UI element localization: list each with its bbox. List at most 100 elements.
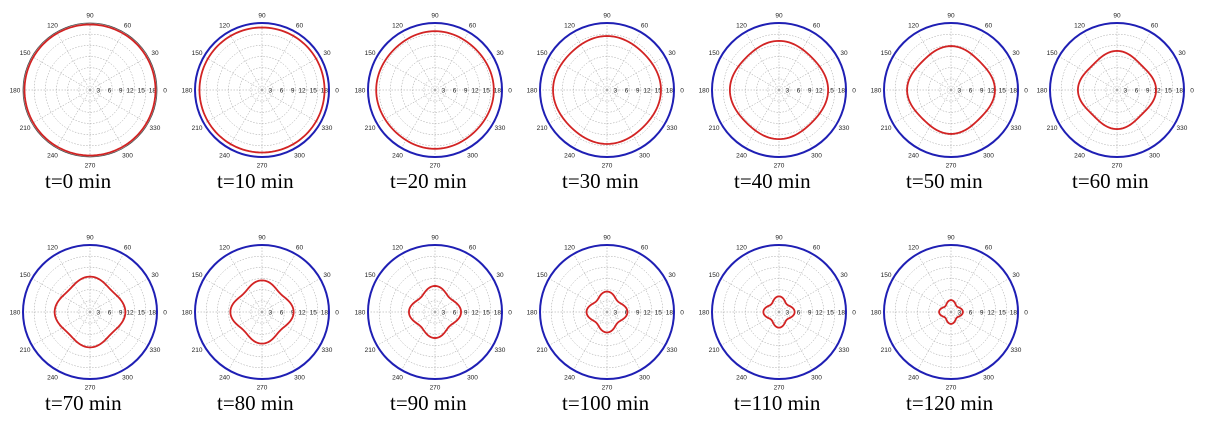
grid-spoke (917, 253, 952, 313)
grid-spoke (89, 31, 124, 91)
angle-tick-label: 240 (392, 374, 403, 381)
angle-tick-label: 30 (323, 272, 331, 279)
radius-tick-label: 15 (310, 309, 318, 316)
grid-spoke (606, 31, 641, 91)
grid-circle (939, 78, 963, 102)
angle-tick-label: 240 (564, 152, 575, 159)
angle-tick-label: 180 (182, 309, 193, 316)
grid-spoke (56, 89, 91, 149)
grid-spoke (1083, 31, 1118, 91)
grid-spoke (434, 311, 469, 371)
angle-tick-label: 120 (736, 244, 747, 251)
angle-tick-label: 180 (10, 87, 21, 94)
polar-panel-12: 0 30 60 90 120 150 180 210 240 270 300 330 3 6 9 12 15 18… (871, 234, 1029, 415)
angle-tick-label: 180 (1037, 87, 1048, 94)
grid-circle (217, 267, 307, 357)
outer-boundary-circle (1049, 22, 1185, 158)
grid-spoke (31, 56, 91, 91)
angle-tick-label: 90 (431, 234, 439, 241)
radius-tick-label: 3 (786, 87, 790, 94)
angle-tick-label: 90 (86, 234, 94, 241)
grid-circle (423, 300, 447, 324)
angle-tick-label: 90 (258, 12, 266, 19)
grid-spoke (606, 89, 666, 124)
grid-circle (1060, 33, 1174, 147)
outer-boundary-circle (883, 244, 1019, 380)
angle-tick-label: 270 (946, 384, 957, 391)
angle-tick-label: 0 (852, 309, 856, 316)
radius-tick-label: 3 (614, 309, 618, 316)
outer-boundary-circle (711, 244, 847, 380)
grid-circle (78, 78, 102, 102)
grid-spoke (950, 89, 1010, 124)
angle-tick-label: 0 (508, 87, 512, 94)
radius-tick-label: 15 (483, 309, 491, 316)
angle-tick-label: 150 (709, 272, 720, 279)
polar-panel-0: 0 30 60 90 120 150 180 210 240 270 300 330 3 6 9 12 15 18… (10, 12, 168, 193)
grid-circle (894, 255, 1008, 369)
angle-tick-label: 300 (122, 152, 133, 159)
inner-front-curve (408, 285, 462, 339)
grid-spoke (606, 56, 666, 91)
grid-spoke (892, 311, 952, 346)
grid-spoke (401, 311, 436, 371)
angle-tick-label: 60 (641, 244, 649, 251)
angle-tick-label: 0 (335, 87, 339, 94)
grid-circle (562, 267, 652, 357)
angle-tick-label: 120 (1074, 22, 1085, 29)
grid-circle (550, 33, 664, 147)
radius-tick-label: 3 (269, 309, 273, 316)
polar-panel-9: 0 30 60 90 120 150 180 210 240 270 300 330 3 6 9 12 15 18… (355, 234, 513, 415)
angle-tick-label: 240 (392, 152, 403, 159)
grid-spoke (261, 31, 296, 91)
grid-spoke (950, 89, 985, 149)
angle-tick-label: 0 (852, 87, 856, 94)
angle-tick-label: 60 (469, 22, 477, 29)
angle-tick-label: 60 (296, 22, 304, 29)
angle-tick-label: 330 (1011, 125, 1022, 132)
angle-tick-label: 300 (639, 374, 650, 381)
angle-tick-label: 120 (392, 22, 403, 29)
origin-dot (950, 89, 952, 91)
grid-spoke (1116, 89, 1151, 149)
angle-tick-label: 300 (811, 374, 822, 381)
angle-tick-label: 270 (85, 162, 96, 169)
angle-tick-label: 210 (20, 347, 31, 354)
radius-tick-label: 6 (797, 87, 801, 94)
grid-spoke (950, 56, 1010, 91)
radius-tick-label: 12 (298, 87, 306, 94)
grid-spoke (434, 89, 469, 149)
grid-circle (390, 45, 480, 135)
grid-spoke (31, 311, 91, 346)
outer-boundary-circle (539, 244, 675, 380)
inner-front-curve (53, 275, 127, 349)
angle-tick-label: 60 (813, 22, 821, 29)
grid-spoke (434, 89, 494, 124)
radius-tick-label: 3 (97, 309, 101, 316)
radius-tick-label: 12 (126, 309, 134, 316)
angle-tick-label: 30 (151, 50, 159, 57)
grid-spoke (89, 311, 124, 371)
panel-caption: t=10 min (217, 169, 294, 193)
angle-tick-label: 150 (365, 272, 376, 279)
grid-circle (595, 300, 619, 324)
angle-tick-label: 90 (258, 234, 266, 241)
angle-tick-label: 30 (668, 272, 676, 279)
radius-tick-label: 12 (471, 309, 479, 316)
origin-dot (606, 311, 608, 313)
angle-tick-label: 60 (985, 244, 993, 251)
angle-tick-label: 210 (192, 347, 203, 354)
grid-spoke (89, 253, 124, 313)
angle-tick-label: 150 (20, 50, 31, 57)
radius-tick-label: 12 (643, 87, 651, 94)
angle-tick-label: 90 (947, 12, 955, 19)
polar-panel-6: 0 30 60 90 120 150 180 210 240 270 300 330 3 6 9 12 15 18… (1037, 12, 1195, 193)
radius-tick-label: 15 (1165, 87, 1173, 94)
grid-spoke (1116, 31, 1151, 91)
radius-tick-label: 18 (494, 309, 502, 316)
radius-tick-label: 18 (838, 309, 846, 316)
radius-tick-label: 9 (464, 309, 468, 316)
